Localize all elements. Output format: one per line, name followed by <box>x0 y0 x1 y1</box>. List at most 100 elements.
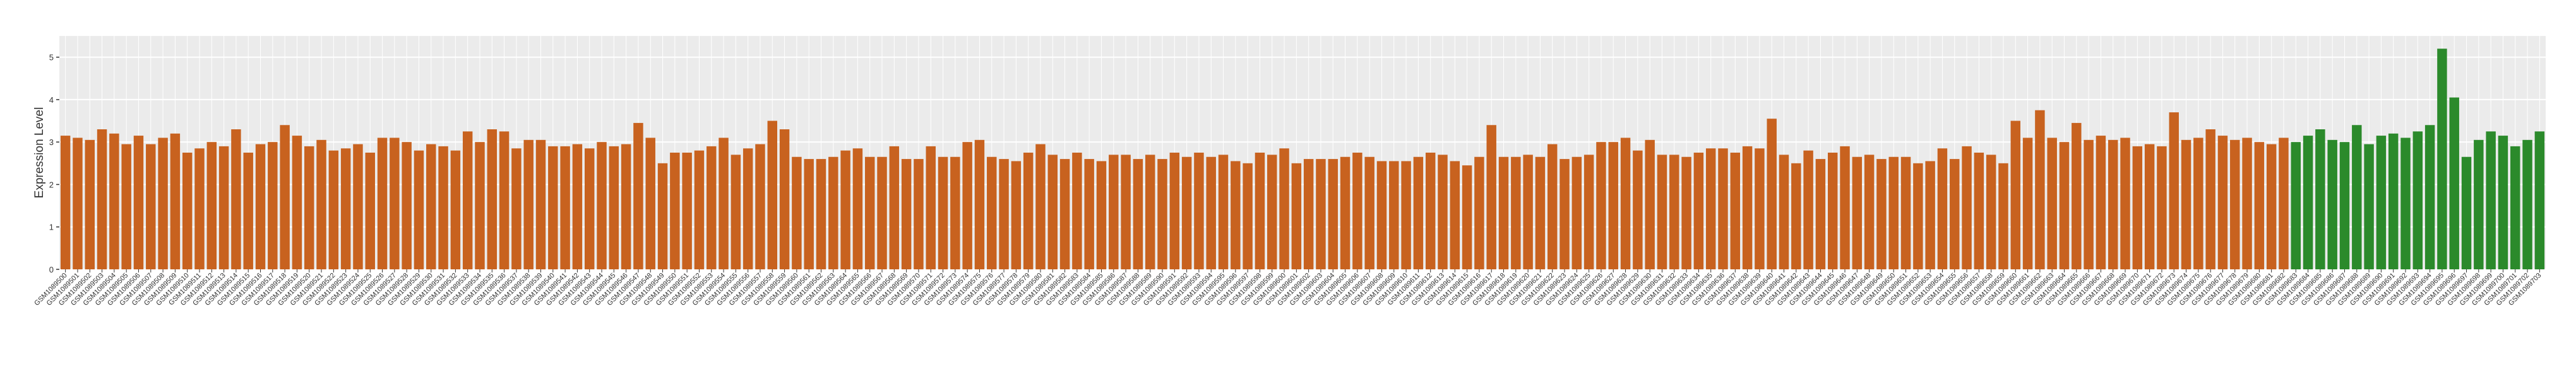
bar <box>1011 161 1022 269</box>
bar <box>231 129 241 269</box>
bar <box>1401 161 1411 269</box>
bar <box>2376 136 2387 269</box>
bar <box>2084 139 2094 269</box>
bar <box>1596 142 1606 269</box>
bar <box>938 156 948 269</box>
bar <box>158 138 168 269</box>
bar <box>462 131 473 269</box>
bar <box>1791 163 1801 269</box>
bar <box>2072 122 2082 269</box>
bar <box>1511 156 1521 269</box>
bar <box>1742 146 1753 269</box>
bar <box>2339 142 2350 269</box>
bar <box>1888 156 1899 269</box>
bar <box>1486 125 1496 269</box>
bar <box>1974 153 1984 269</box>
bar <box>840 150 850 269</box>
bar <box>1681 156 1691 269</box>
bar <box>2522 139 2532 269</box>
bar <box>1498 156 1509 269</box>
bar <box>1559 159 1570 269</box>
y-tick-label: 5 <box>49 53 54 62</box>
bar <box>707 146 717 269</box>
bar <box>694 150 705 269</box>
bar <box>280 125 290 269</box>
bar <box>2169 112 2179 269</box>
bar <box>1950 159 1960 269</box>
bar <box>535 139 546 269</box>
bar <box>755 144 765 269</box>
bar <box>1243 163 1253 269</box>
bar <box>816 159 826 269</box>
bar <box>1376 161 1387 269</box>
bar <box>499 131 510 269</box>
bar <box>1181 156 1192 269</box>
bar <box>1913 163 1923 269</box>
bar <box>1450 161 1460 269</box>
bar <box>402 142 412 269</box>
bar <box>1864 155 1875 269</box>
bar <box>999 159 1009 269</box>
bar <box>1279 148 1289 269</box>
bar <box>1998 163 2008 269</box>
bar <box>1023 153 1034 269</box>
bar <box>2486 131 2496 269</box>
bar <box>1852 156 1863 269</box>
bar <box>316 139 326 269</box>
bar <box>1840 146 1850 269</box>
bar <box>2303 136 2313 269</box>
plot-panel <box>59 36 2546 269</box>
bar <box>584 148 595 269</box>
bar <box>2534 131 2545 269</box>
bar <box>1316 159 1326 269</box>
bar <box>645 138 655 269</box>
bar <box>1438 155 1448 269</box>
bar <box>1657 155 1667 269</box>
bar <box>974 139 985 269</box>
bar <box>572 144 583 269</box>
bar <box>475 142 485 269</box>
bar <box>1693 153 1704 269</box>
bar <box>1900 156 1911 269</box>
y-tick-label: 3 <box>49 138 54 147</box>
bar <box>1328 159 1338 269</box>
bar <box>1059 159 1070 269</box>
bar <box>365 153 375 269</box>
bar <box>268 142 278 269</box>
bar <box>85 139 95 269</box>
bar <box>304 146 314 269</box>
bar <box>2279 138 2289 269</box>
bar <box>914 159 924 269</box>
bar <box>1035 144 1046 269</box>
bar <box>1340 156 1351 269</box>
bar <box>1425 153 1436 269</box>
bar <box>1133 159 1143 269</box>
bar <box>1218 155 1229 269</box>
bar <box>340 148 351 269</box>
bar <box>2010 120 2021 269</box>
bar <box>962 142 972 269</box>
bar <box>609 146 619 269</box>
bar <box>1608 142 1618 269</box>
bar <box>1462 165 1472 269</box>
bar <box>2254 142 2265 269</box>
bar <box>243 153 253 269</box>
bar <box>804 159 814 269</box>
bar <box>1583 155 1594 269</box>
bar <box>657 163 668 269</box>
bar <box>170 133 181 269</box>
bar <box>2266 144 2277 269</box>
bar <box>1072 153 1082 269</box>
bar <box>438 146 448 269</box>
y-tick-label: 2 <box>49 180 54 189</box>
bar <box>2364 144 2374 269</box>
bar <box>1815 159 1826 269</box>
bar <box>1767 119 1777 269</box>
bar <box>1084 159 1094 269</box>
bar <box>133 136 144 269</box>
bar <box>779 129 790 269</box>
bar <box>1169 153 1180 269</box>
bar <box>523 139 534 269</box>
bar <box>1303 159 1314 269</box>
bar <box>353 144 363 269</box>
